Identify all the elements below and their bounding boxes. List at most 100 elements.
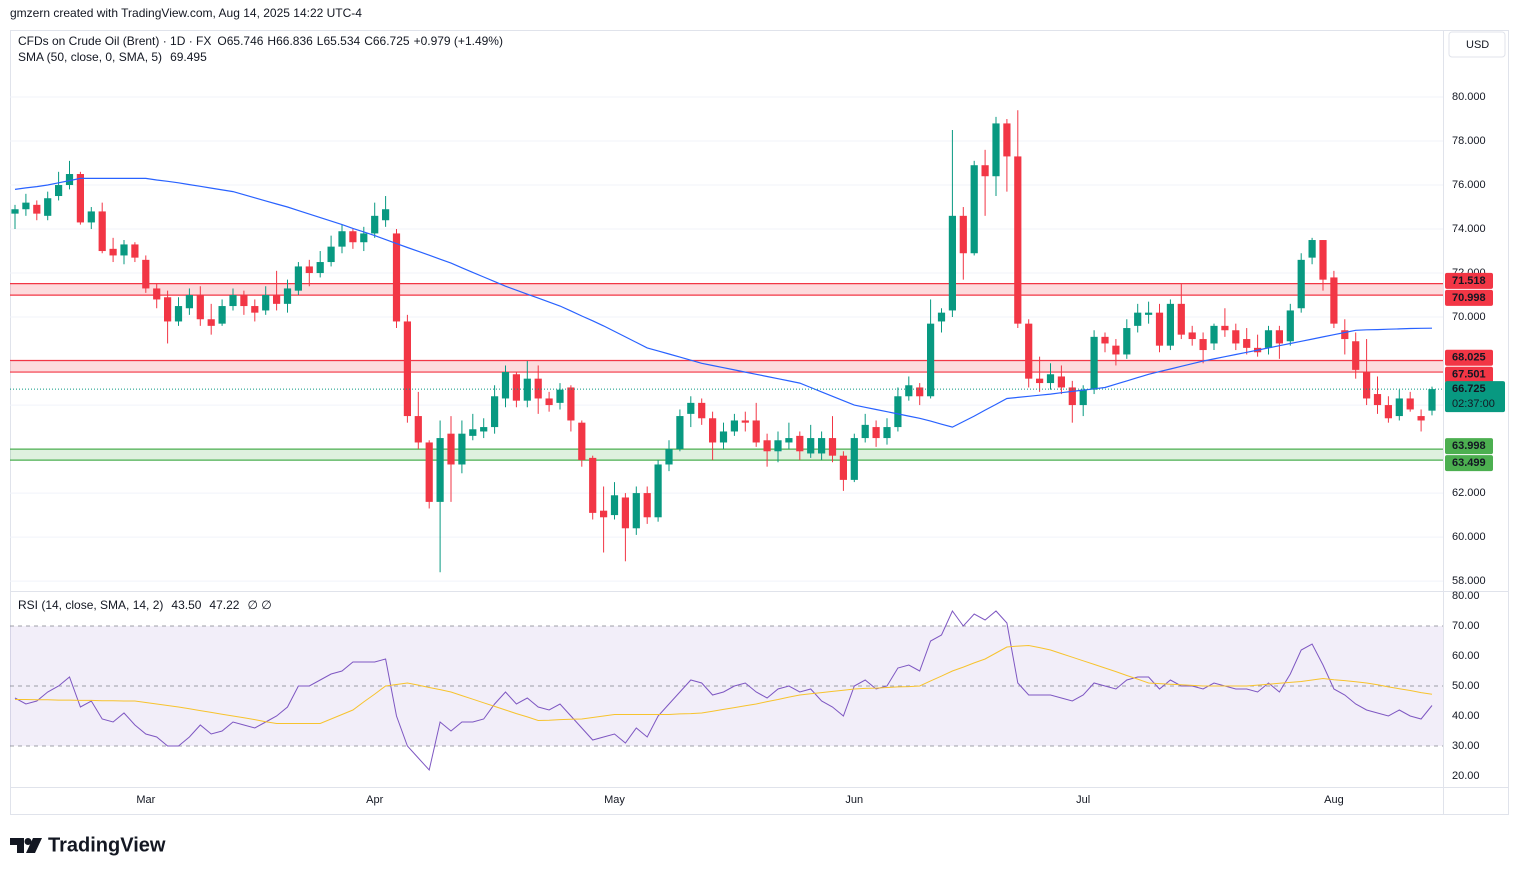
candle-body bbox=[425, 442, 433, 502]
candle-body bbox=[534, 378, 542, 399]
candle-body bbox=[240, 295, 248, 307]
candle-body bbox=[1003, 123, 1011, 157]
candle-body bbox=[164, 297, 172, 322]
candle-body bbox=[142, 259, 150, 289]
price-tick-label: 76.000 bbox=[1452, 179, 1486, 191]
candle-body bbox=[98, 211, 106, 252]
rsi-name: RSI (14, close, SMA, 14, 2) bbox=[18, 598, 163, 612]
candle-body bbox=[1330, 277, 1338, 324]
candle-body bbox=[131, 244, 139, 258]
candle-body bbox=[959, 215, 967, 254]
candle-body bbox=[1155, 312, 1164, 346]
candle-body bbox=[1395, 398, 1403, 417]
candle-body bbox=[818, 438, 826, 454]
change: +0.979 (+1.49%) bbox=[414, 34, 503, 48]
candle-body bbox=[610, 495, 619, 516]
candle-body bbox=[1025, 323, 1033, 379]
price-tick-label: 60.000 bbox=[1452, 531, 1486, 543]
footer-brand: TradingView bbox=[48, 834, 166, 856]
candle-body bbox=[545, 398, 553, 406]
ohlc-value: 65.746 bbox=[227, 34, 264, 48]
rsi-tick-label: 20.00 bbox=[1452, 770, 1480, 782]
logo-dot bbox=[24, 838, 32, 845]
price-tick-label: 78.000 bbox=[1452, 135, 1486, 147]
overlay-value: 69.495 bbox=[170, 50, 207, 64]
candle-body bbox=[1166, 303, 1174, 346]
candle-body bbox=[120, 244, 128, 256]
last-price-box bbox=[1445, 381, 1505, 413]
candle-body bbox=[970, 165, 978, 254]
candle-body bbox=[283, 288, 292, 304]
zone-label-box bbox=[1445, 272, 1493, 289]
candle-body bbox=[698, 402, 706, 419]
candle-body bbox=[1232, 330, 1240, 344]
ohlc-key: C bbox=[364, 34, 373, 48]
footer-logo bbox=[10, 838, 42, 853]
candle-body bbox=[360, 233, 368, 243]
price-tick-label: 74.000 bbox=[1452, 223, 1486, 235]
currency: USD bbox=[1466, 39, 1489, 51]
price-tick-label: 70.000 bbox=[1452, 311, 1486, 323]
candle-body bbox=[65, 174, 74, 186]
candle-body bbox=[1275, 330, 1283, 344]
candle-body bbox=[338, 231, 346, 247]
candle-body bbox=[785, 438, 793, 443]
candle-body bbox=[774, 440, 782, 452]
zone bbox=[10, 360, 1443, 373]
zone-label: 63.998 bbox=[1452, 440, 1486, 452]
candle-body bbox=[567, 387, 575, 421]
ohlc-key: H bbox=[267, 34, 276, 48]
zone bbox=[10, 283, 1443, 296]
logo-mark bbox=[10, 838, 24, 853]
zone-label-box bbox=[1445, 366, 1493, 383]
candle-body bbox=[741, 420, 749, 423]
candle-body bbox=[1308, 240, 1316, 258]
zone-label-box bbox=[1445, 438, 1493, 455]
candle-body bbox=[905, 385, 913, 397]
countdown: 02:37:00 bbox=[1452, 398, 1495, 410]
candle-body bbox=[153, 288, 161, 300]
candle-body bbox=[44, 198, 52, 216]
candle-body bbox=[207, 319, 215, 326]
header-credit: gmzern created with TradingView.com, Aug… bbox=[10, 6, 362, 20]
candle-body bbox=[883, 427, 891, 439]
candle-body bbox=[501, 372, 510, 399]
candle-body bbox=[447, 433, 455, 465]
candle-body bbox=[719, 431, 728, 443]
candle-body bbox=[1428, 389, 1436, 411]
ohlc-key: L bbox=[317, 34, 324, 48]
x-tick-label: May bbox=[604, 794, 625, 806]
candle-body bbox=[643, 493, 651, 518]
candle-body bbox=[927, 323, 935, 397]
candle-body bbox=[273, 295, 281, 304]
candle-body bbox=[654, 464, 662, 518]
ohlc-key: O bbox=[217, 34, 226, 48]
ohlc-value: 66.836 bbox=[276, 34, 313, 48]
candle-body bbox=[55, 185, 63, 197]
candle-body bbox=[22, 202, 30, 210]
candle-body bbox=[796, 435, 804, 452]
sma-line bbox=[14, 177, 1433, 428]
candle-body bbox=[1188, 332, 1196, 340]
candle-body bbox=[305, 266, 313, 274]
x-tick-label: Apr bbox=[366, 794, 383, 806]
rsi-extra: ∅ ∅ bbox=[247, 598, 271, 612]
candle-body bbox=[894, 396, 902, 428]
candle-body bbox=[709, 418, 717, 443]
candle-body bbox=[87, 211, 95, 223]
candle-body bbox=[491, 396, 499, 428]
candle-body bbox=[1210, 325, 1218, 344]
candle-body bbox=[1264, 330, 1273, 348]
zone-label: 70.998 bbox=[1452, 292, 1486, 304]
candle-body bbox=[1079, 389, 1087, 406]
candle-body bbox=[403, 321, 411, 417]
currency-box[interactable] bbox=[1448, 31, 1506, 58]
candle-body bbox=[1101, 336, 1109, 344]
rsi-value: 47.22 bbox=[209, 598, 239, 612]
rsi-value: 43.50 bbox=[171, 598, 201, 612]
candle-body bbox=[730, 420, 738, 432]
candle-body bbox=[1134, 312, 1142, 326]
candle-body bbox=[807, 438, 815, 454]
x-tick-label: Jul bbox=[1076, 794, 1090, 806]
candle-body bbox=[1373, 394, 1382, 406]
